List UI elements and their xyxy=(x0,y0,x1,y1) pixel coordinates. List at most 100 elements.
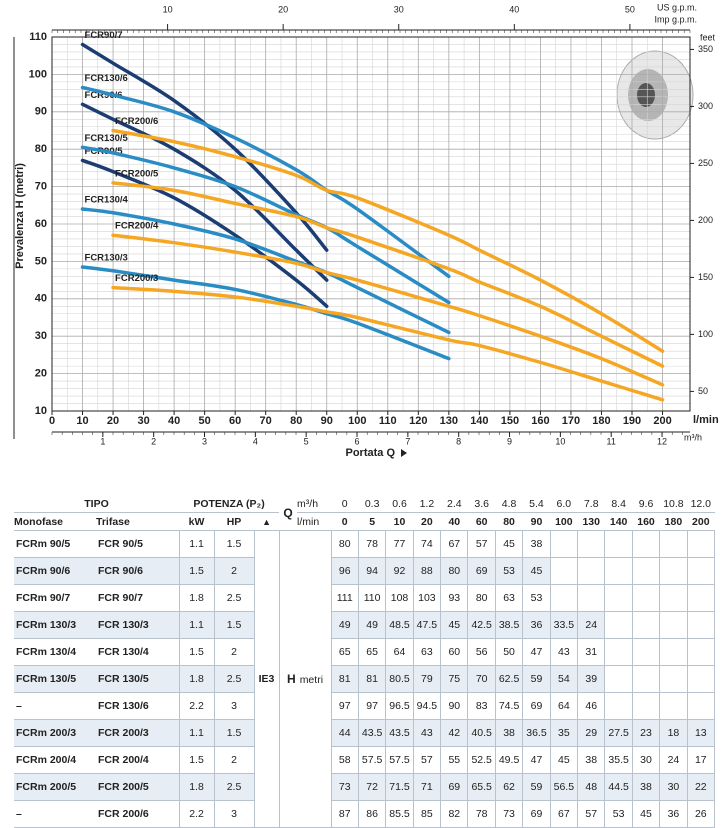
head-value: 45 xyxy=(440,611,469,639)
q-m3h: 0 xyxy=(331,495,359,513)
empty-cell xyxy=(659,530,688,558)
x-tick-label: 50 xyxy=(199,415,211,427)
curve xyxy=(80,265,451,361)
head-value: 39 xyxy=(577,665,606,693)
table-row: FCRm 130/5 FCR 130/5 1.8 2.5 81 81 80.5 79 75 70 6… xyxy=(14,665,716,693)
power-kw: 1.1 xyxy=(178,611,215,639)
x-axis-title: Portata Q xyxy=(345,447,395,459)
model-trifase: FCR 90/5 xyxy=(96,530,180,558)
x-tick-label: 160 xyxy=(531,415,549,427)
head-value: 49 xyxy=(357,611,387,639)
head-value: 69 xyxy=(467,557,496,585)
pump-image xyxy=(616,50,694,140)
empty-cell xyxy=(549,584,579,612)
model-trifase: FCR 130/5 xyxy=(96,665,180,693)
head-value: 59 xyxy=(522,665,551,693)
head-value: 72 xyxy=(357,773,387,801)
empty-cell xyxy=(577,584,606,612)
top-unit: US g.p.m. xyxy=(657,2,697,12)
head-value: 62.5 xyxy=(494,665,524,693)
power-hp: 1.5 xyxy=(213,611,255,639)
power-kw: 1.5 xyxy=(178,557,215,585)
y-tick-label: 10 xyxy=(35,405,47,417)
y-tick-label: 110 xyxy=(29,31,47,43)
y2-tick-label: 150 xyxy=(698,272,713,282)
head-value: 30 xyxy=(659,773,688,801)
model-monofase: – xyxy=(14,800,96,828)
q-lmin: 90 xyxy=(522,512,551,531)
x2-tick-label: 5 xyxy=(304,436,309,446)
head-value: 108 xyxy=(385,584,414,612)
y2-tick-label: 350 xyxy=(698,44,713,54)
head-value: 29 xyxy=(577,719,606,747)
q-lmin: 40 xyxy=(440,512,468,531)
model-trifase: FCR 200/3 xyxy=(96,719,180,747)
y2-unit: feet xyxy=(700,32,716,42)
x-unit: l/min xyxy=(693,414,719,426)
power-kw: 1.8 xyxy=(178,773,215,801)
x-tick-label: 140 xyxy=(470,415,488,427)
head-value: 94 xyxy=(357,557,387,585)
head-value: 75 xyxy=(440,665,469,693)
curve xyxy=(111,181,665,368)
empty-cell xyxy=(631,584,661,612)
power-hp: 1.5 xyxy=(213,530,255,558)
curve xyxy=(80,158,329,309)
head-value: 79 xyxy=(412,665,442,693)
top-tick-label: 10 xyxy=(163,4,173,14)
empty-cell xyxy=(659,557,688,585)
curve-label: FCR130/4 xyxy=(85,195,129,206)
head-value: 24 xyxy=(577,611,606,639)
model-monofase: FCRm 90/7 xyxy=(14,584,96,612)
head-value: 27.5 xyxy=(604,719,633,747)
model-trifase: FCR 200/6 xyxy=(96,800,180,828)
head-value: 71 xyxy=(412,773,442,801)
x-tick-label: 110 xyxy=(379,415,397,427)
head-value: 77 xyxy=(385,530,414,558)
empty-cell xyxy=(659,611,688,639)
q-lmin: 20 xyxy=(413,512,441,531)
head-value: 85 xyxy=(412,800,442,828)
q-lmin: 60 xyxy=(467,512,496,531)
q-m3h: 7.8 xyxy=(577,495,605,513)
power-hp: 2 xyxy=(213,557,255,585)
empty-cell xyxy=(631,611,661,639)
head-value: 111 xyxy=(330,584,359,612)
curve xyxy=(111,233,665,387)
head-value: 59 xyxy=(522,773,551,801)
y-tick-label: 20 xyxy=(35,368,47,380)
x2-tick-label: 1 xyxy=(100,436,105,446)
model-trifase: FCR 130/6 xyxy=(96,692,180,720)
x-tick-label: 200 xyxy=(653,415,671,427)
head-value: 56 xyxy=(467,638,496,666)
power-kw: 2.2 xyxy=(178,800,215,828)
head-value: 26 xyxy=(686,800,716,828)
head-value: 69 xyxy=(440,773,469,801)
arrow xyxy=(401,449,407,457)
power-hp: 2 xyxy=(213,746,255,774)
empty-cell xyxy=(659,665,688,693)
table-row: – FCR 130/6 2.2 3 97 97 96.5 94.5 90 83 74.5 69 64 46 xyxy=(14,692,716,720)
q-m3h: 1.2 xyxy=(413,495,441,513)
q-m3h: 9.6 xyxy=(632,495,660,513)
model-monofase: FCRm 130/3 xyxy=(14,611,96,639)
power-kw: 1.5 xyxy=(178,638,215,666)
empty-cell xyxy=(659,692,688,720)
empty-cell xyxy=(604,638,633,666)
head-value: 36 xyxy=(659,800,688,828)
head-value: 35.5 xyxy=(604,746,633,774)
q-m3h: 6.0 xyxy=(550,495,578,513)
head-value: 54 xyxy=(549,665,579,693)
power-kw: 1.8 xyxy=(178,665,215,693)
head-value: 64 xyxy=(549,692,579,720)
head-value: 58 xyxy=(330,746,359,774)
header-row: Monofase Trifase kW HP ▲ l/min 0 5 10 20 40 60 80 90 1… xyxy=(14,512,715,531)
head-value: 53 xyxy=(494,557,524,585)
table-row: FCRm 90/6 FCR 90/6 1.5 2 96 94 92 88 80 69 53 45 xyxy=(14,557,716,585)
head-value: 53 xyxy=(604,800,633,828)
header-cell: ▲ xyxy=(254,512,280,531)
curve xyxy=(80,145,451,305)
curve-label: FCR130/5 xyxy=(85,133,129,144)
x2-tick-label: 7 xyxy=(405,436,410,446)
